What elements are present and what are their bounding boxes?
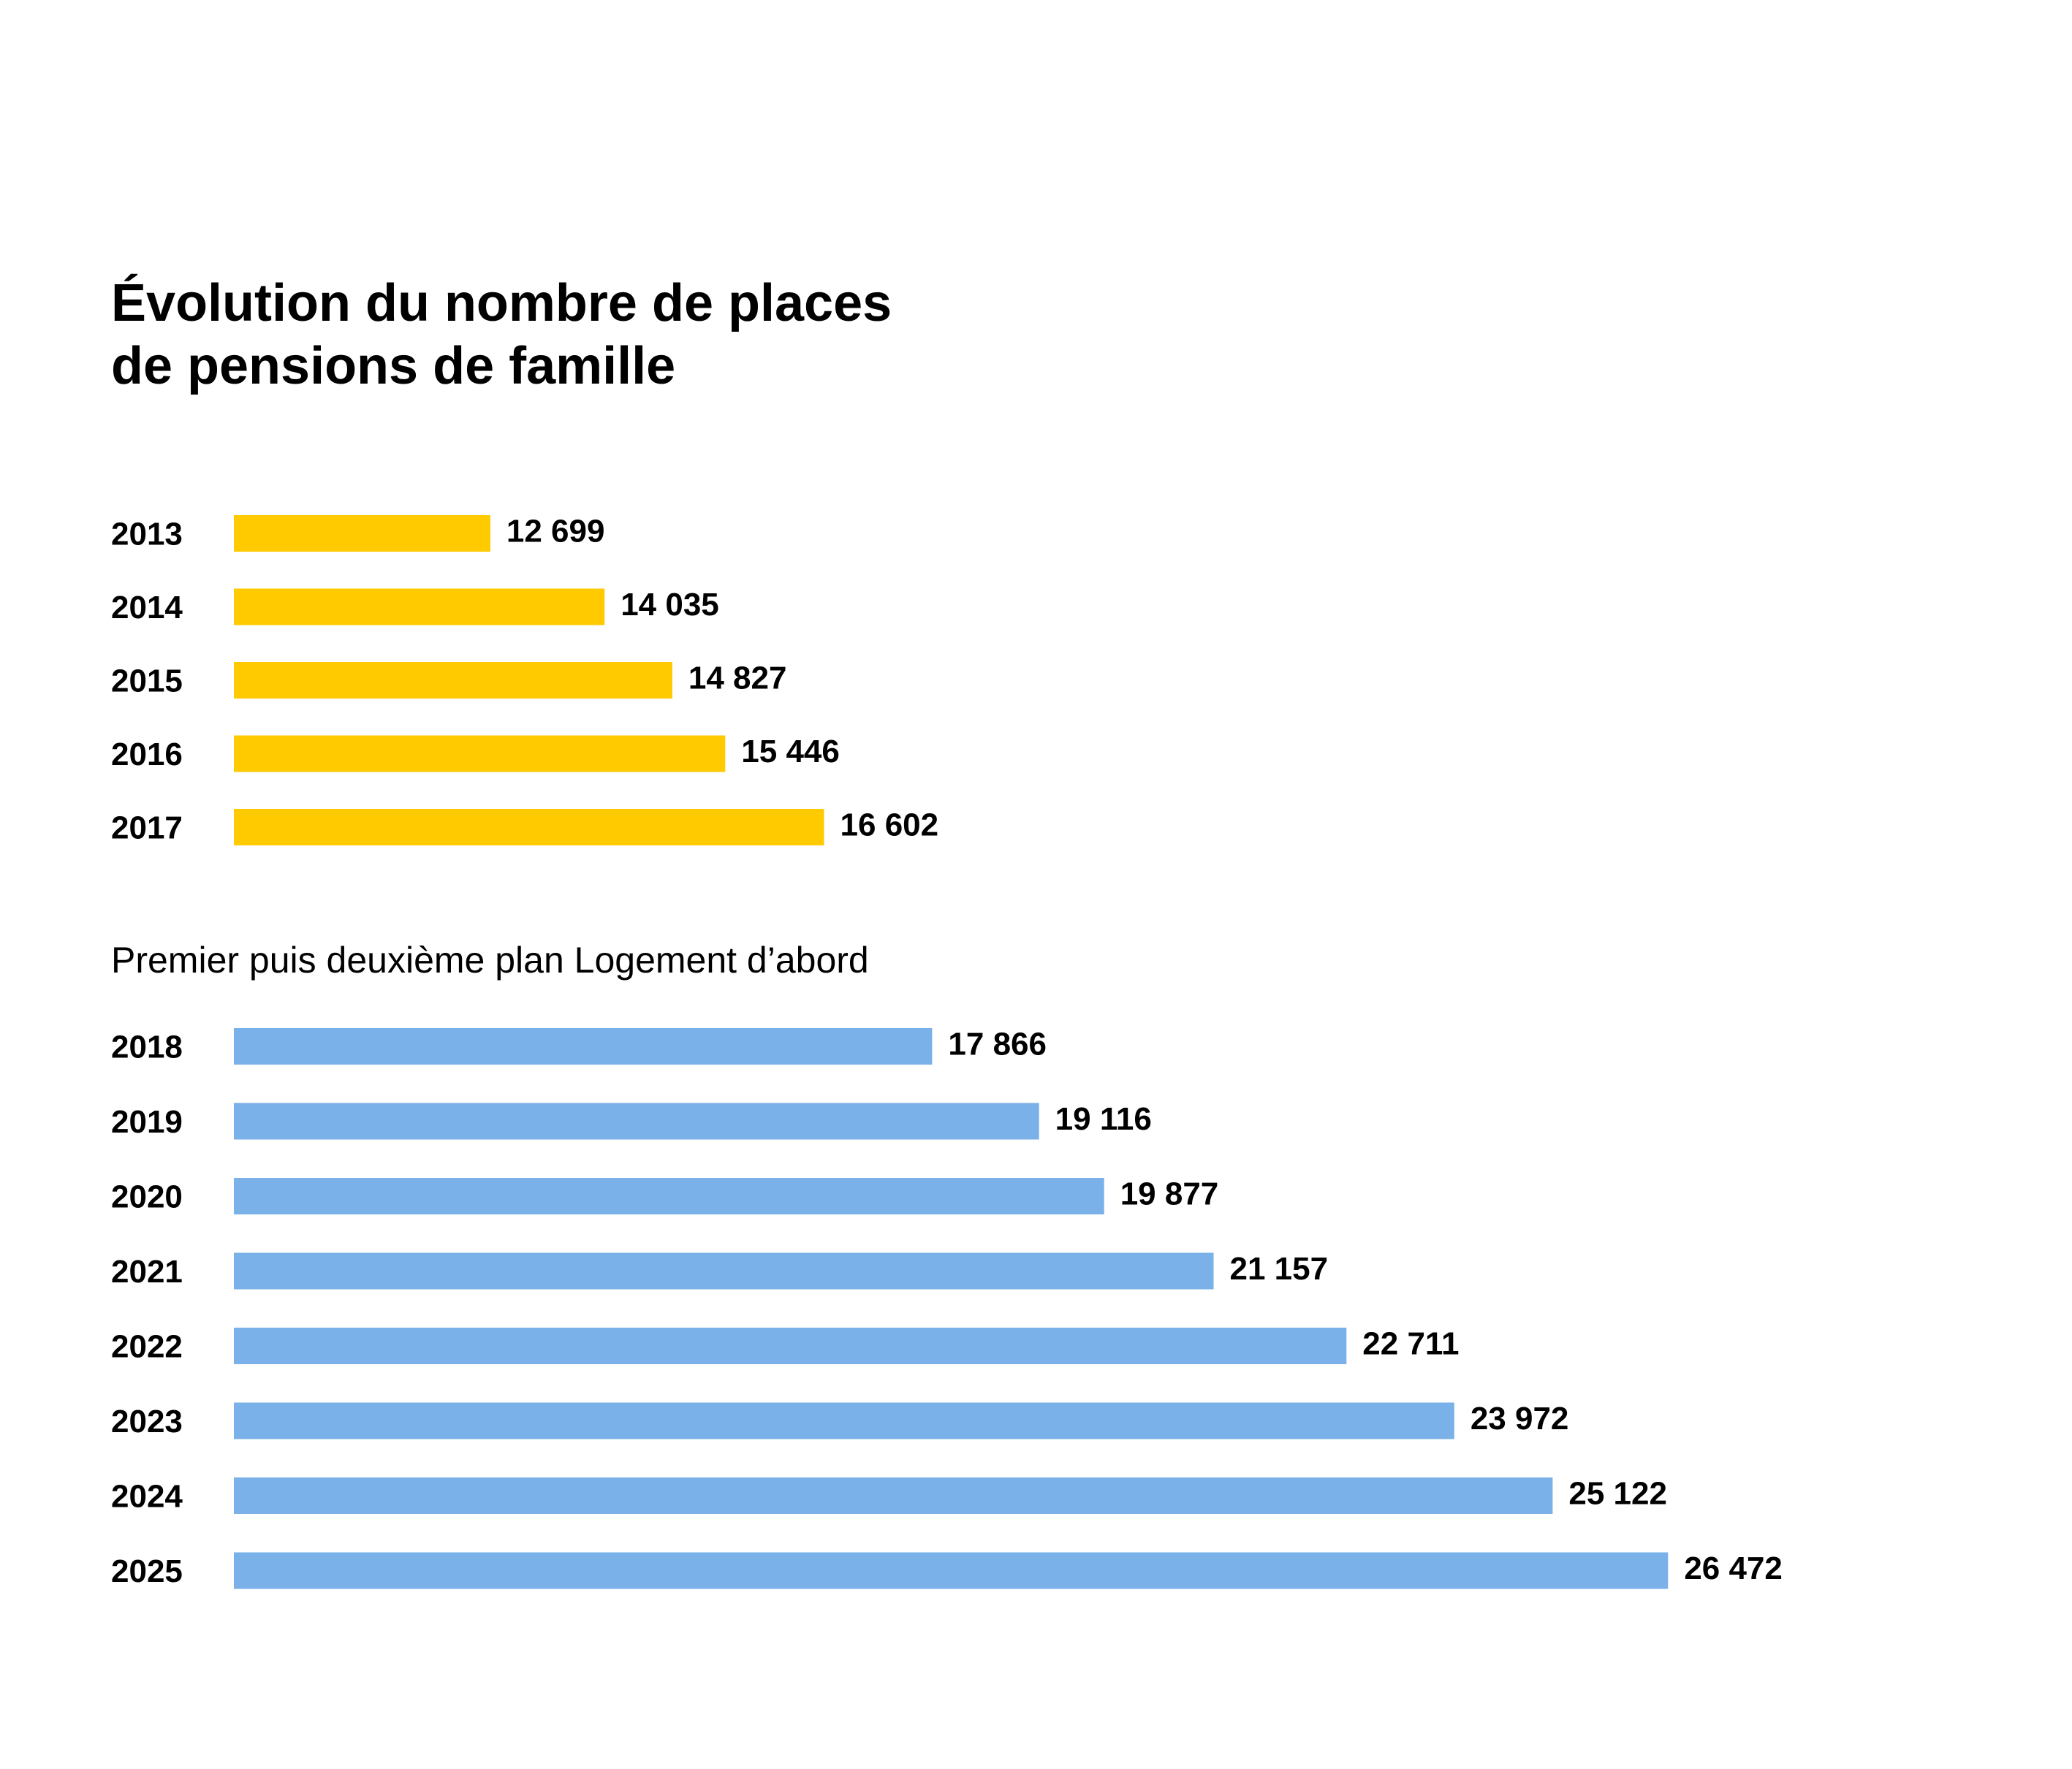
value-label: 22 711 [1362, 1326, 1459, 1362]
value-label: 23 972 [1470, 1401, 1569, 1437]
category-label: 2024 [111, 1479, 183, 1515]
bars-group: 2013 12 699 2014 14 035 2015 14 827 2016 15 446… [111, 514, 1783, 1590]
chart-title-line-2: de pensions de famille [111, 337, 676, 395]
chart-title-line-1: Évolution du nombre de places [111, 274, 892, 332]
value-label: 19 877 [1120, 1176, 1219, 1212]
value-label: 14 827 [688, 661, 787, 696]
category-label: 2025 [111, 1553, 183, 1589]
bar [234, 588, 605, 625]
bar [234, 809, 824, 845]
value-label: 17 866 [948, 1027, 1047, 1062]
bar [234, 1477, 1553, 1514]
series-label: Premier puis deuxième plan Logement d’ab… [111, 940, 869, 981]
category-label: 2021 [111, 1254, 183, 1290]
bar [234, 662, 672, 699]
value-label: 25 122 [1568, 1476, 1667, 1512]
value-label: 12 699 [506, 514, 605, 549]
value-label: 16 602 [840, 807, 939, 843]
value-label: 15 446 [741, 734, 840, 769]
bar [234, 1552, 1669, 1589]
category-label: 2013 [111, 517, 183, 552]
value-label: 26 472 [1684, 1551, 1783, 1586]
category-label: 2019 [111, 1104, 183, 1140]
bar [234, 1252, 1214, 1290]
category-label: 2018 [111, 1030, 183, 1065]
category-label: 2015 [111, 663, 183, 699]
category-label: 2020 [111, 1179, 183, 1215]
category-label: 2016 [111, 737, 183, 772]
bar [234, 1178, 1104, 1214]
bar [234, 1103, 1039, 1140]
bar [234, 735, 726, 772]
chart-title: Évolution du nombre de places de pension… [111, 272, 1134, 397]
bar [234, 1402, 1454, 1439]
value-label: 21 157 [1229, 1251, 1328, 1287]
bar [234, 1328, 1347, 1364]
category-label: 2023 [111, 1404, 183, 1439]
category-label: 2017 [111, 810, 183, 846]
value-label: 19 116 [1055, 1101, 1152, 1137]
bar [234, 515, 490, 552]
category-label: 2022 [111, 1329, 183, 1365]
bar [234, 1028, 933, 1065]
value-label: 14 035 [621, 587, 719, 623]
category-label: 2014 [111, 590, 183, 625]
